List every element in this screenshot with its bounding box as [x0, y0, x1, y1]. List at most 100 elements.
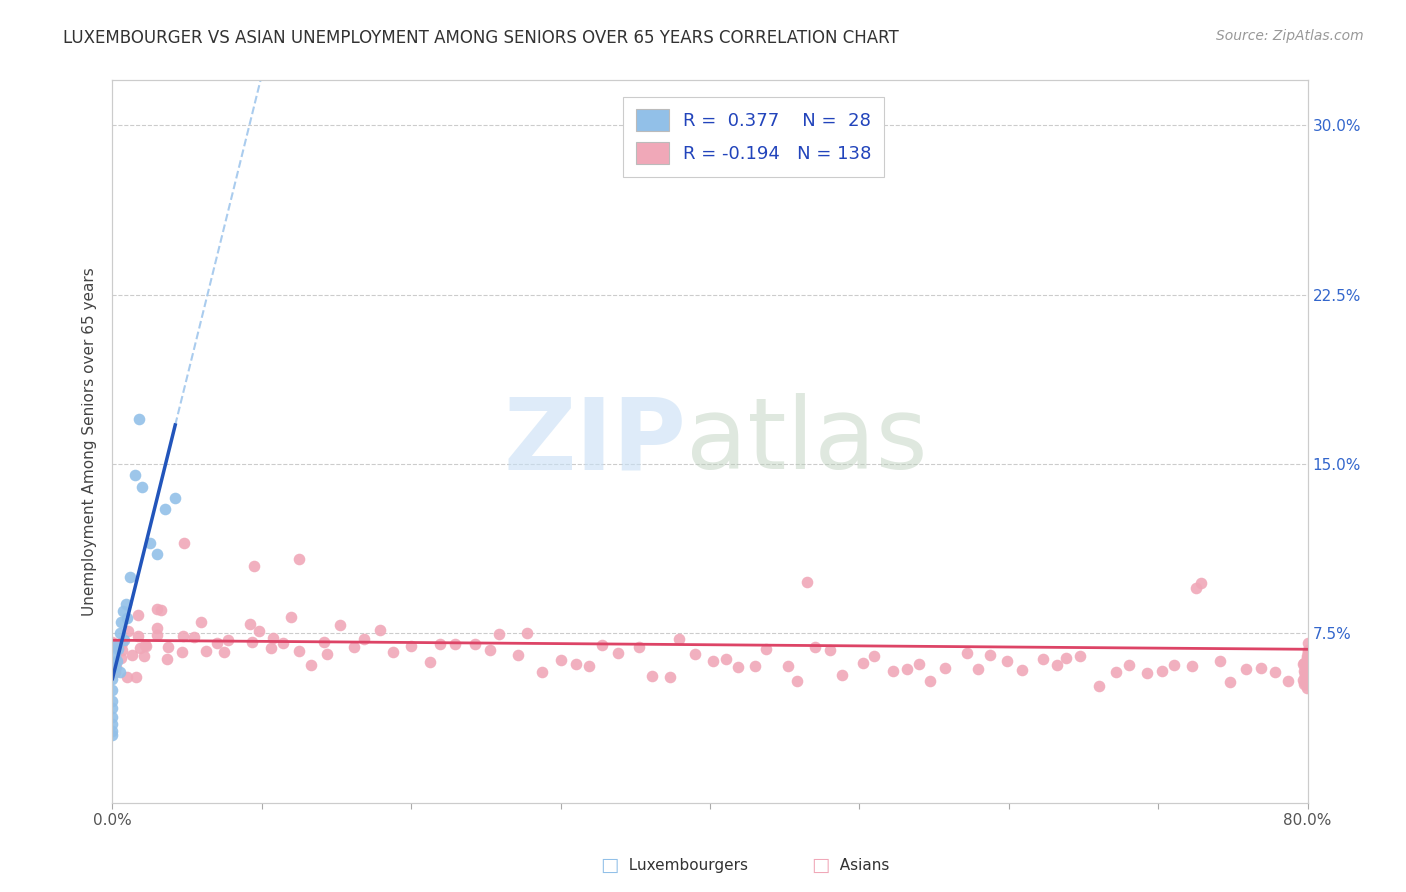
- Point: [271, 636, 294, 650]
- Point: [803, 640, 825, 654]
- Text: □: □: [811, 855, 830, 875]
- Point: [641, 669, 664, 683]
- Text: atlas: atlas: [686, 393, 928, 490]
- Point: [343, 640, 366, 654]
- Point: [429, 636, 451, 650]
- Point: [1294, 660, 1316, 674]
- Point: [831, 668, 853, 682]
- Point: [896, 662, 918, 676]
- Point: [247, 624, 270, 639]
- Point: [1088, 679, 1111, 693]
- Point: [786, 674, 808, 689]
- Point: [149, 603, 172, 617]
- Text: Asians: Asians: [830, 858, 889, 872]
- Point: [288, 552, 311, 566]
- Legend: R =  0.377    N =  28, R = -0.194   N = 138: R = 0.377 N = 28, R = -0.194 N = 138: [623, 96, 884, 177]
- Point: [134, 649, 156, 664]
- Point: [1292, 657, 1315, 671]
- Point: [110, 651, 132, 665]
- Point: [135, 640, 157, 654]
- Point: [908, 657, 931, 671]
- Point: [1046, 658, 1069, 673]
- Point: [121, 648, 143, 662]
- Point: [531, 665, 554, 679]
- Point: [212, 645, 235, 659]
- Text: LUXEMBOURGER VS ASIAN UNEMPLOYMENT AMONG SENIORS OVER 65 YEARS CORRELATION CHART: LUXEMBOURGER VS ASIAN UNEMPLOYMENT AMONG…: [63, 29, 898, 46]
- Point: [183, 630, 205, 644]
- Point: [607, 647, 630, 661]
- Point: [1296, 659, 1319, 673]
- Text: □: □: [600, 855, 619, 875]
- Point: [1209, 654, 1232, 668]
- Point: [262, 631, 284, 645]
- Point: [103, 660, 125, 674]
- Point: [127, 628, 149, 642]
- Point: [464, 637, 486, 651]
- Point: [108, 626, 131, 640]
- Point: [627, 640, 650, 654]
- Point: [1294, 665, 1316, 680]
- Point: [157, 640, 180, 655]
- Point: [195, 644, 218, 658]
- Point: [280, 610, 302, 624]
- Point: [120, 570, 142, 584]
- Point: [683, 647, 706, 661]
- Point: [862, 649, 884, 664]
- Point: [110, 615, 132, 630]
- Point: [1294, 667, 1316, 681]
- Point: [312, 634, 335, 648]
- Point: [550, 653, 572, 667]
- Point: [107, 642, 129, 657]
- Point: [190, 615, 212, 629]
- Point: [316, 647, 339, 661]
- Point: [131, 480, 153, 494]
- Point: [105, 638, 128, 652]
- Point: [1296, 636, 1319, 650]
- Point: [243, 558, 266, 573]
- Point: [1292, 664, 1315, 678]
- Point: [516, 625, 538, 640]
- Point: [124, 468, 146, 483]
- Point: [101, 716, 124, 731]
- Point: [1295, 670, 1317, 684]
- Point: [1032, 651, 1054, 665]
- Point: [129, 640, 152, 655]
- Point: [172, 629, 194, 643]
- Point: [240, 635, 263, 649]
- Point: [1296, 643, 1319, 657]
- Point: [104, 660, 127, 674]
- Point: [101, 672, 124, 686]
- Point: [127, 607, 149, 622]
- Point: [134, 638, 156, 652]
- Point: [578, 659, 600, 673]
- Point: [1296, 672, 1319, 686]
- Point: [104, 665, 127, 679]
- Point: [776, 659, 799, 673]
- Point: [145, 621, 167, 635]
- Point: [1136, 665, 1159, 680]
- Point: [1296, 648, 1319, 663]
- Point: [1296, 650, 1319, 665]
- Point: [101, 728, 124, 742]
- Point: [128, 412, 150, 426]
- Point: [1294, 676, 1316, 690]
- Point: [111, 604, 134, 618]
- Point: [506, 648, 529, 663]
- Point: [101, 710, 124, 724]
- Point: [1189, 575, 1212, 590]
- Point: [117, 610, 139, 624]
- Text: Luxembourgers: Luxembourgers: [619, 858, 748, 872]
- Point: [1011, 663, 1033, 677]
- Point: [755, 641, 778, 656]
- Point: [1069, 648, 1091, 663]
- Point: [1234, 662, 1257, 676]
- Point: [353, 632, 375, 647]
- Point: [918, 674, 941, 689]
- Point: [103, 638, 125, 652]
- Point: [956, 646, 979, 660]
- Point: [239, 617, 262, 632]
- Point: [104, 648, 127, 663]
- Point: [101, 635, 124, 649]
- Point: [1292, 673, 1315, 687]
- Point: [101, 701, 124, 715]
